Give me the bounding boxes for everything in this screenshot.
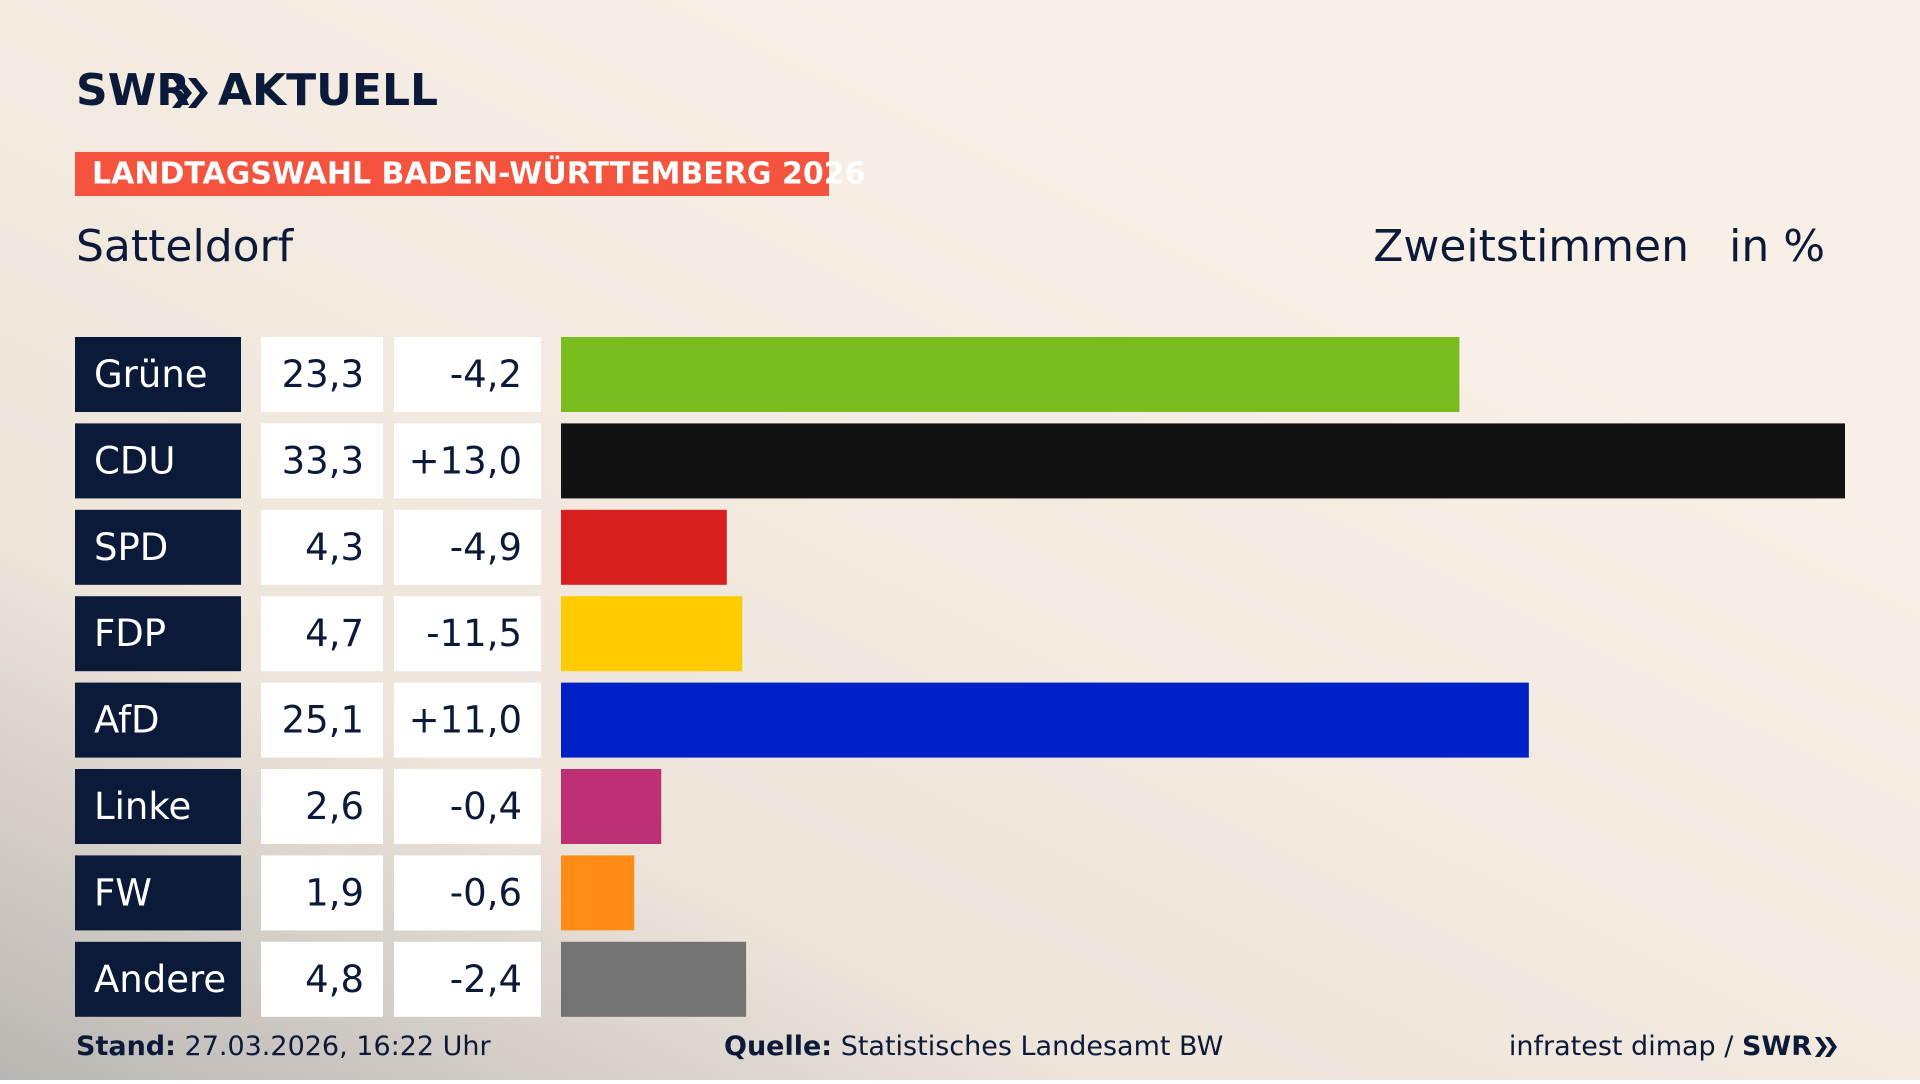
measure: Zweitstimmen: [1373, 221, 1689, 272]
change-box: [394, 941, 541, 1017]
bar: [561, 682, 1529, 758]
value-box: [261, 423, 383, 499]
footer-credit: infratest dimap / SWR: [1509, 1031, 1812, 1062]
brand-chevrons: [172, 78, 208, 108]
party-label: Linke: [94, 785, 191, 828]
value-label: 2,6: [305, 785, 364, 828]
bar: [561, 337, 1460, 412]
bar: [561, 855, 635, 931]
source: Statistisches Landesamt BW: [841, 1031, 1224, 1062]
value-box: [261, 855, 383, 931]
change-box: [394, 509, 541, 585]
party-label: Grüne: [94, 353, 208, 396]
party-box: [75, 941, 241, 1017]
footer-stand: Stand: 27.03.2026, 16:22 Uhr: [76, 1031, 492, 1062]
banner: LANDTAGSWAHL BADEN-WÜRTTEMBERG 2026: [92, 155, 865, 192]
value-label: 33,3: [282, 439, 364, 482]
change-label: -0,4: [450, 785, 522, 828]
credit: infratest dimap /: [1509, 1031, 1734, 1062]
brand: SWR: [76, 65, 190, 116]
banner-box: [75, 152, 829, 196]
change-label: -2,4: [450, 958, 522, 1001]
bar: [561, 941, 747, 1017]
chart-title: Satteldorf: [76, 221, 295, 272]
brand-suffix: AKTUELL: [218, 65, 438, 116]
party-label: AfD: [94, 699, 160, 742]
party-box: [75, 855, 241, 931]
value-box: [261, 682, 383, 758]
value-label: 25,1: [282, 699, 364, 742]
stand-label: Stand:: [76, 1031, 176, 1062]
change-label: -4,2: [450, 353, 522, 396]
change-label: +11,0: [409, 699, 522, 742]
stand: 27.03.2026, 16:22 Uhr: [185, 1031, 492, 1062]
value-box: [261, 941, 383, 1017]
change-label: -0,6: [450, 871, 522, 914]
change-box: [394, 769, 541, 844]
change-box: [394, 423, 541, 499]
change-box: [394, 682, 541, 758]
change-box: [394, 596, 541, 672]
change-box: [394, 337, 541, 412]
party-box: [75, 769, 241, 844]
value-box: [261, 509, 383, 585]
party-label: Andere: [94, 958, 226, 1001]
value-box: [261, 596, 383, 672]
value-label: 4,8: [305, 958, 364, 1001]
party-box: [75, 509, 241, 585]
party-label: FDP: [94, 612, 166, 655]
bar: [561, 423, 1845, 499]
credit-brand: SWR: [1742, 1031, 1812, 1062]
footer-source: Quelle: Statistisches Landesamt BW: [724, 1031, 1223, 1062]
value-label: 4,7: [305, 612, 364, 655]
party-box: [75, 682, 241, 758]
change-label: -4,9: [450, 526, 522, 569]
value-label: 1,9: [305, 871, 364, 914]
change-label: +13,0: [409, 439, 522, 482]
bar: [561, 769, 662, 844]
party-label: SPD: [94, 526, 168, 569]
party-box: [75, 423, 241, 499]
value-label: 4,3: [305, 526, 364, 569]
change-label: -11,5: [426, 612, 522, 655]
party-box: [75, 337, 241, 412]
party-label: FW: [94, 871, 152, 914]
change-box: [394, 855, 541, 931]
value-label: 23,3: [282, 353, 364, 396]
bar: [561, 509, 727, 585]
value-box: [261, 337, 383, 412]
source-label: Quelle:: [724, 1031, 832, 1062]
bar: [561, 596, 743, 672]
credit-chevrons: [1815, 1037, 1837, 1057]
value-box: [261, 769, 383, 844]
unit: in %: [1729, 221, 1825, 272]
party-label: CDU: [94, 439, 175, 482]
party-box: [75, 596, 241, 672]
